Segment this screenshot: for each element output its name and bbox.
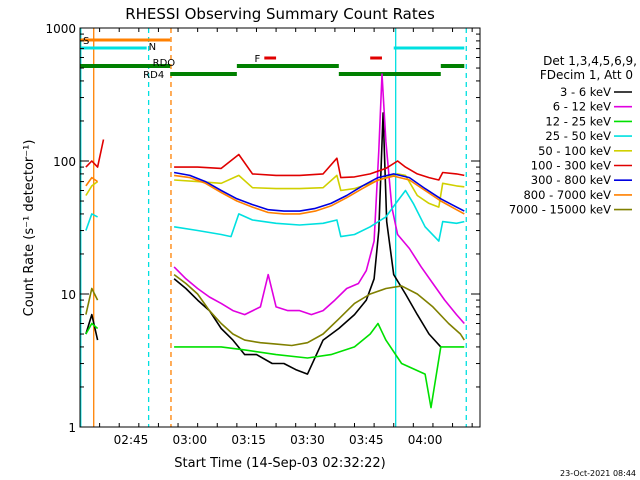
series-line-4-seg-1 — [174, 173, 465, 208]
flag-label-s: S — [83, 36, 89, 47]
x-tick-label-0: 02:45 — [114, 433, 149, 447]
legend-label-3: 25 - 50 keV — [545, 129, 611, 143]
data-series — [85, 73, 465, 409]
legend-header-line-1: Det 1,3,4,5,6,9, — [543, 54, 637, 68]
y-axis-label: Count Rate (s⁻¹ detector⁻¹) — [22, 140, 37, 317]
x-tick-label-2: 03:15 — [231, 433, 266, 447]
plot-frame — [79, 27, 481, 428]
x-tick-label-3: 03:30 — [290, 433, 325, 447]
series-line-6-seg-0 — [173, 171, 465, 212]
legend-label-7: 800 - 7000 keV — [523, 188, 611, 202]
legend-label-2: 12 - 25 keV — [545, 114, 611, 128]
vertical-markers — [80, 28, 467, 427]
flag-label-f: F — [255, 54, 261, 65]
series-line-7-seg-1 — [173, 174, 465, 215]
legend-header-line-2: FDecim 1, Att 0 — [540, 68, 633, 82]
y-tick-label-0: 1 — [68, 421, 76, 435]
series-line-1-seg-0 — [173, 73, 465, 325]
x-axis-label: Start Time (14-Sep-03 02:32:22) — [174, 456, 385, 471]
x-tick-label-1: 03:00 — [173, 433, 208, 447]
legend-label-4: 50 - 100 keV — [538, 144, 611, 158]
timestamp: 23-Oct-2021 08:44 — [560, 469, 636, 478]
series-line-5-seg-0 — [85, 139, 105, 168]
legend-label-6: 300 - 800 keV — [531, 173, 611, 187]
series-line-3-seg-0 — [85, 213, 98, 231]
legend-label-0: 3 - 6 keV — [560, 85, 611, 99]
series-line-4-seg-0 — [85, 180, 99, 196]
series-line-0-seg-0 — [85, 313, 99, 341]
legend: Det 1,3,4,5,6,9, FDecim 1, Att 0 3 - 6 k… — [509, 54, 637, 217]
legend-label-1: 6 - 12 keV — [553, 100, 611, 114]
y-axis: 1 10 100 1000 — [45, 22, 480, 435]
x-axis: 02:45 03:00 03:15 03:30 03:45 04:00 — [79, 28, 473, 447]
flag-label-rdo: RDO — [153, 58, 176, 69]
flag-label-n: N — [149, 42, 156, 53]
series-line-8-seg-0 — [85, 287, 99, 315]
series-line-8-seg-1 — [173, 273, 465, 347]
series-line-2-seg-0 — [85, 322, 99, 335]
series-line-0-seg-1 — [173, 112, 442, 375]
legend-label-8: 7000 - 15000 keV — [509, 203, 611, 217]
y-tick-label-2: 100 — [53, 155, 76, 169]
x-tick-label-4: 03:45 — [349, 433, 384, 447]
y-tick-label-3: 1000 — [45, 22, 76, 36]
flag-label-rd4: RD4 — [143, 70, 164, 81]
series-line-5-seg-1 — [174, 153, 465, 181]
series-line-7-seg-0 — [85, 176, 99, 187]
series-line-2-seg-1 — [174, 322, 465, 409]
x-tick-label-5: 04:00 — [408, 433, 443, 447]
legend-label-5: 100 - 300 keV — [531, 159, 611, 173]
chart-title: RHESSI Observing Summary Count Rates — [125, 5, 435, 23]
series-line-3-seg-1 — [173, 189, 465, 242]
y-tick-label-1: 10 — [61, 288, 76, 302]
